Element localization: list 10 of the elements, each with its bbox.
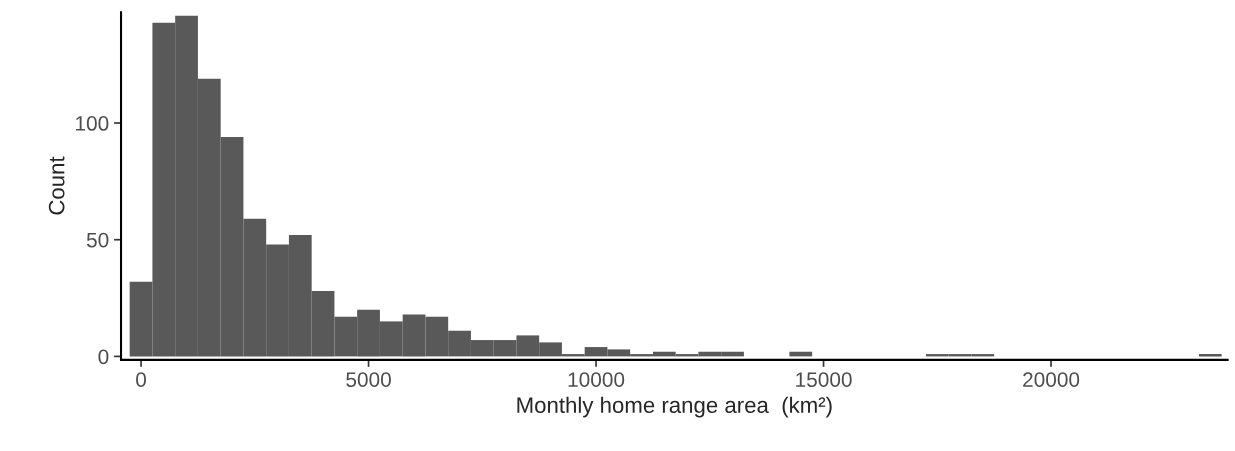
y-tick-label: 50 bbox=[86, 232, 109, 248]
x-tick-label: 0 bbox=[136, 372, 147, 388]
y-tick-label: 0 bbox=[98, 349, 109, 365]
x-tick-label: 5000 bbox=[346, 372, 391, 388]
x-tick-label: 20000 bbox=[1023, 372, 1080, 388]
y-tick-label: 100 bbox=[76, 116, 109, 131]
x-tick-label: 10000 bbox=[568, 372, 625, 388]
x-axis-title: Monthly home range area (km²) bbox=[517, 396, 832, 418]
x-tick-label: 15000 bbox=[796, 372, 852, 388]
y-axis-title: Count bbox=[48, 156, 65, 215]
